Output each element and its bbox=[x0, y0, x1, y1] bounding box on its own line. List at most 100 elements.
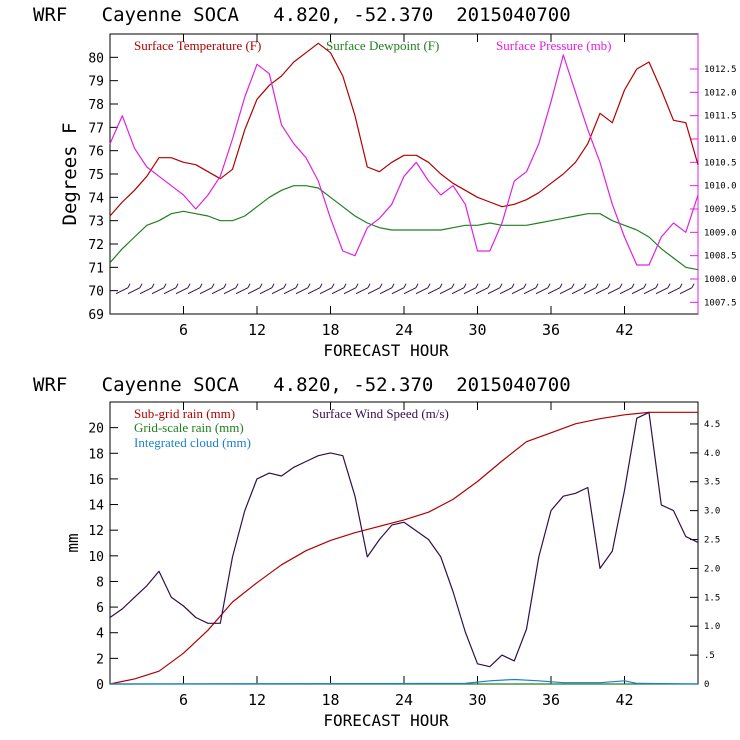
top-y-tick-label: 74 bbox=[88, 191, 104, 206]
top-chart-title: WRF Cayenne SOCA 4.820, -52.370 20150407… bbox=[33, 4, 571, 26]
wind-barb bbox=[535, 283, 551, 295]
top-plot-frame bbox=[109, 33, 699, 315]
sub-grid-rain-mm-line bbox=[109, 411, 698, 685]
integrated-cloud-mm-line bbox=[109, 678, 699, 685]
wind-barb bbox=[127, 283, 143, 295]
wind-barb bbox=[619, 283, 635, 295]
wind-barb bbox=[319, 283, 335, 295]
wind-barb bbox=[415, 283, 431, 295]
bottom-x-tick-label: 42 bbox=[615, 691, 633, 709]
top-y-tick-label: 69 bbox=[88, 308, 104, 323]
bottom-y2-tick-label: .5 bbox=[704, 651, 715, 661]
wind-barb bbox=[247, 283, 263, 295]
top-y-tick-label: 75 bbox=[88, 168, 104, 183]
wind-barb bbox=[211, 283, 227, 295]
bottom-y-tick-label: 14 bbox=[88, 499, 104, 514]
top-y-tick-label: 76 bbox=[88, 145, 104, 160]
wind-barb bbox=[679, 283, 695, 295]
bottom-y-tick-label: 2 bbox=[96, 652, 104, 667]
legend-subgrid-rain: Sub-grid rain (mm) bbox=[134, 406, 235, 421]
bottom-y-axis-right: 0 .5 1.0 1.5 2.0 2.5 3.0 3.5 4.0 4.5 bbox=[690, 420, 720, 690]
wind-barb bbox=[655, 283, 671, 295]
bottom-y2-tick-label: 4.5 bbox=[704, 420, 720, 430]
bottom-y-tick-label: 16 bbox=[88, 473, 104, 488]
surface-pressure-mb-line bbox=[109, 54, 699, 266]
wind-barb bbox=[259, 283, 275, 295]
wind-barb bbox=[139, 283, 155, 295]
wind-barb bbox=[463, 283, 479, 295]
wind-barb bbox=[523, 283, 539, 295]
top-y2-tick-label: 1011.0 bbox=[704, 135, 737, 145]
wind-barb bbox=[199, 283, 215, 295]
legend-wind-speed: Surface Wind Speed (m/s) bbox=[312, 406, 449, 421]
wind-barb bbox=[367, 283, 383, 295]
top-y-tick-label: 80 bbox=[88, 51, 104, 66]
bottom-x-tick-label: 12 bbox=[248, 691, 266, 709]
bottom-y-tick-label: 0 bbox=[96, 678, 104, 693]
top-y-tick-label: 79 bbox=[88, 75, 104, 90]
top-x-tick-label: 24 bbox=[395, 321, 413, 339]
bottom-y-tick-label: 4 bbox=[96, 627, 104, 642]
wind-barb bbox=[499, 283, 515, 295]
top-x-tick-label: 42 bbox=[615, 321, 633, 339]
top-y2-tick-label: 1009.5 bbox=[704, 205, 737, 215]
top-y2-tick-label: 1008.0 bbox=[704, 275, 737, 285]
top-y-tick-label: 77 bbox=[88, 121, 104, 136]
legend-gridscale-rain: Grid-scale rain (mm) bbox=[134, 420, 244, 435]
wind-barb bbox=[175, 283, 191, 295]
wind-barb bbox=[439, 283, 455, 295]
wind-barb bbox=[451, 283, 467, 295]
bottom-y-tick-label: 6 bbox=[96, 601, 104, 616]
surface-dewpoint-f-line bbox=[109, 185, 699, 271]
bottom-chart-title: WRF Cayenne SOCA 4.820, -52.370 20150407… bbox=[33, 374, 571, 396]
top-y2-tick-label: 1007.5 bbox=[704, 298, 737, 308]
top-x-tick-label: 12 bbox=[248, 321, 266, 339]
top-y2-tick-label: 1008.5 bbox=[704, 252, 737, 262]
top-y-tick-label: 73 bbox=[88, 215, 104, 230]
wind-barb bbox=[379, 283, 395, 295]
wind-barb bbox=[283, 283, 299, 295]
legend-dewpoint: Surface Dewpoint (F) bbox=[326, 38, 439, 53]
bottom-y2-tick-label: 4.0 bbox=[704, 449, 720, 459]
bottom-y2-tick-label: 1.5 bbox=[704, 593, 720, 603]
wind-barb bbox=[547, 283, 563, 295]
wind-barb bbox=[271, 283, 287, 295]
top-y-tick-label: 70 bbox=[88, 285, 104, 300]
wind-barb bbox=[427, 283, 443, 295]
top-series bbox=[109, 42, 699, 271]
top-y2-tick-label: 1009.0 bbox=[704, 228, 737, 238]
top-y-tick-label: 72 bbox=[88, 238, 104, 253]
bottom-y-tick-label: 18 bbox=[88, 447, 104, 462]
wind-barb bbox=[631, 283, 647, 295]
wind-barb bbox=[343, 283, 359, 295]
wind-barb bbox=[163, 283, 179, 295]
bottom-y2-tick-label: 0 bbox=[704, 680, 709, 690]
bottom-x-tick-label: 18 bbox=[321, 691, 339, 709]
top-x-tick-label: 18 bbox=[321, 321, 339, 339]
wind-barb bbox=[187, 283, 203, 295]
top-y2-tick-label: 1010.0 bbox=[704, 182, 737, 192]
top-y2-tick-label: 1012.0 bbox=[704, 88, 737, 98]
top-y-axis-right: 1007.5 1008.0 1008.5 1009.0 1009.5 1010.0 1010… bbox=[690, 65, 737, 308]
wind-barb bbox=[235, 283, 251, 295]
wind-barb bbox=[331, 283, 347, 295]
top-y2-tick-label: 1011.5 bbox=[704, 112, 737, 122]
wind-barb bbox=[643, 283, 659, 295]
bottom-x-tick-label: 36 bbox=[542, 691, 560, 709]
bottom-x-axis-label: FORECAST HOUR bbox=[323, 711, 449, 730]
bottom-y-axis-label: mm bbox=[63, 533, 82, 552]
top-y2-tick-label: 1012.5 bbox=[704, 65, 737, 75]
wind-barb bbox=[391, 283, 407, 295]
wind-barb bbox=[223, 283, 239, 295]
bottom-y-axis-left: 0 2 4 6 8 10 12 14 16 18 20 bbox=[88, 422, 118, 693]
wind-barb bbox=[607, 283, 623, 295]
bottom-y2-tick-label: 2.0 bbox=[704, 564, 720, 574]
top-y-axis-label: Degrees F bbox=[59, 123, 81, 226]
top-x-axis-label: FORECAST HOUR bbox=[323, 341, 449, 360]
bottom-y-tick-label: 12 bbox=[88, 524, 104, 539]
wind-barb bbox=[475, 283, 491, 295]
top-y-axis-left: 69 70 71 72 73 74 75 76 77 78 79 80 bbox=[88, 51, 118, 323]
bottom-y-tick-label: 10 bbox=[88, 550, 104, 565]
bottom-y-tick-label: 20 bbox=[88, 422, 104, 437]
